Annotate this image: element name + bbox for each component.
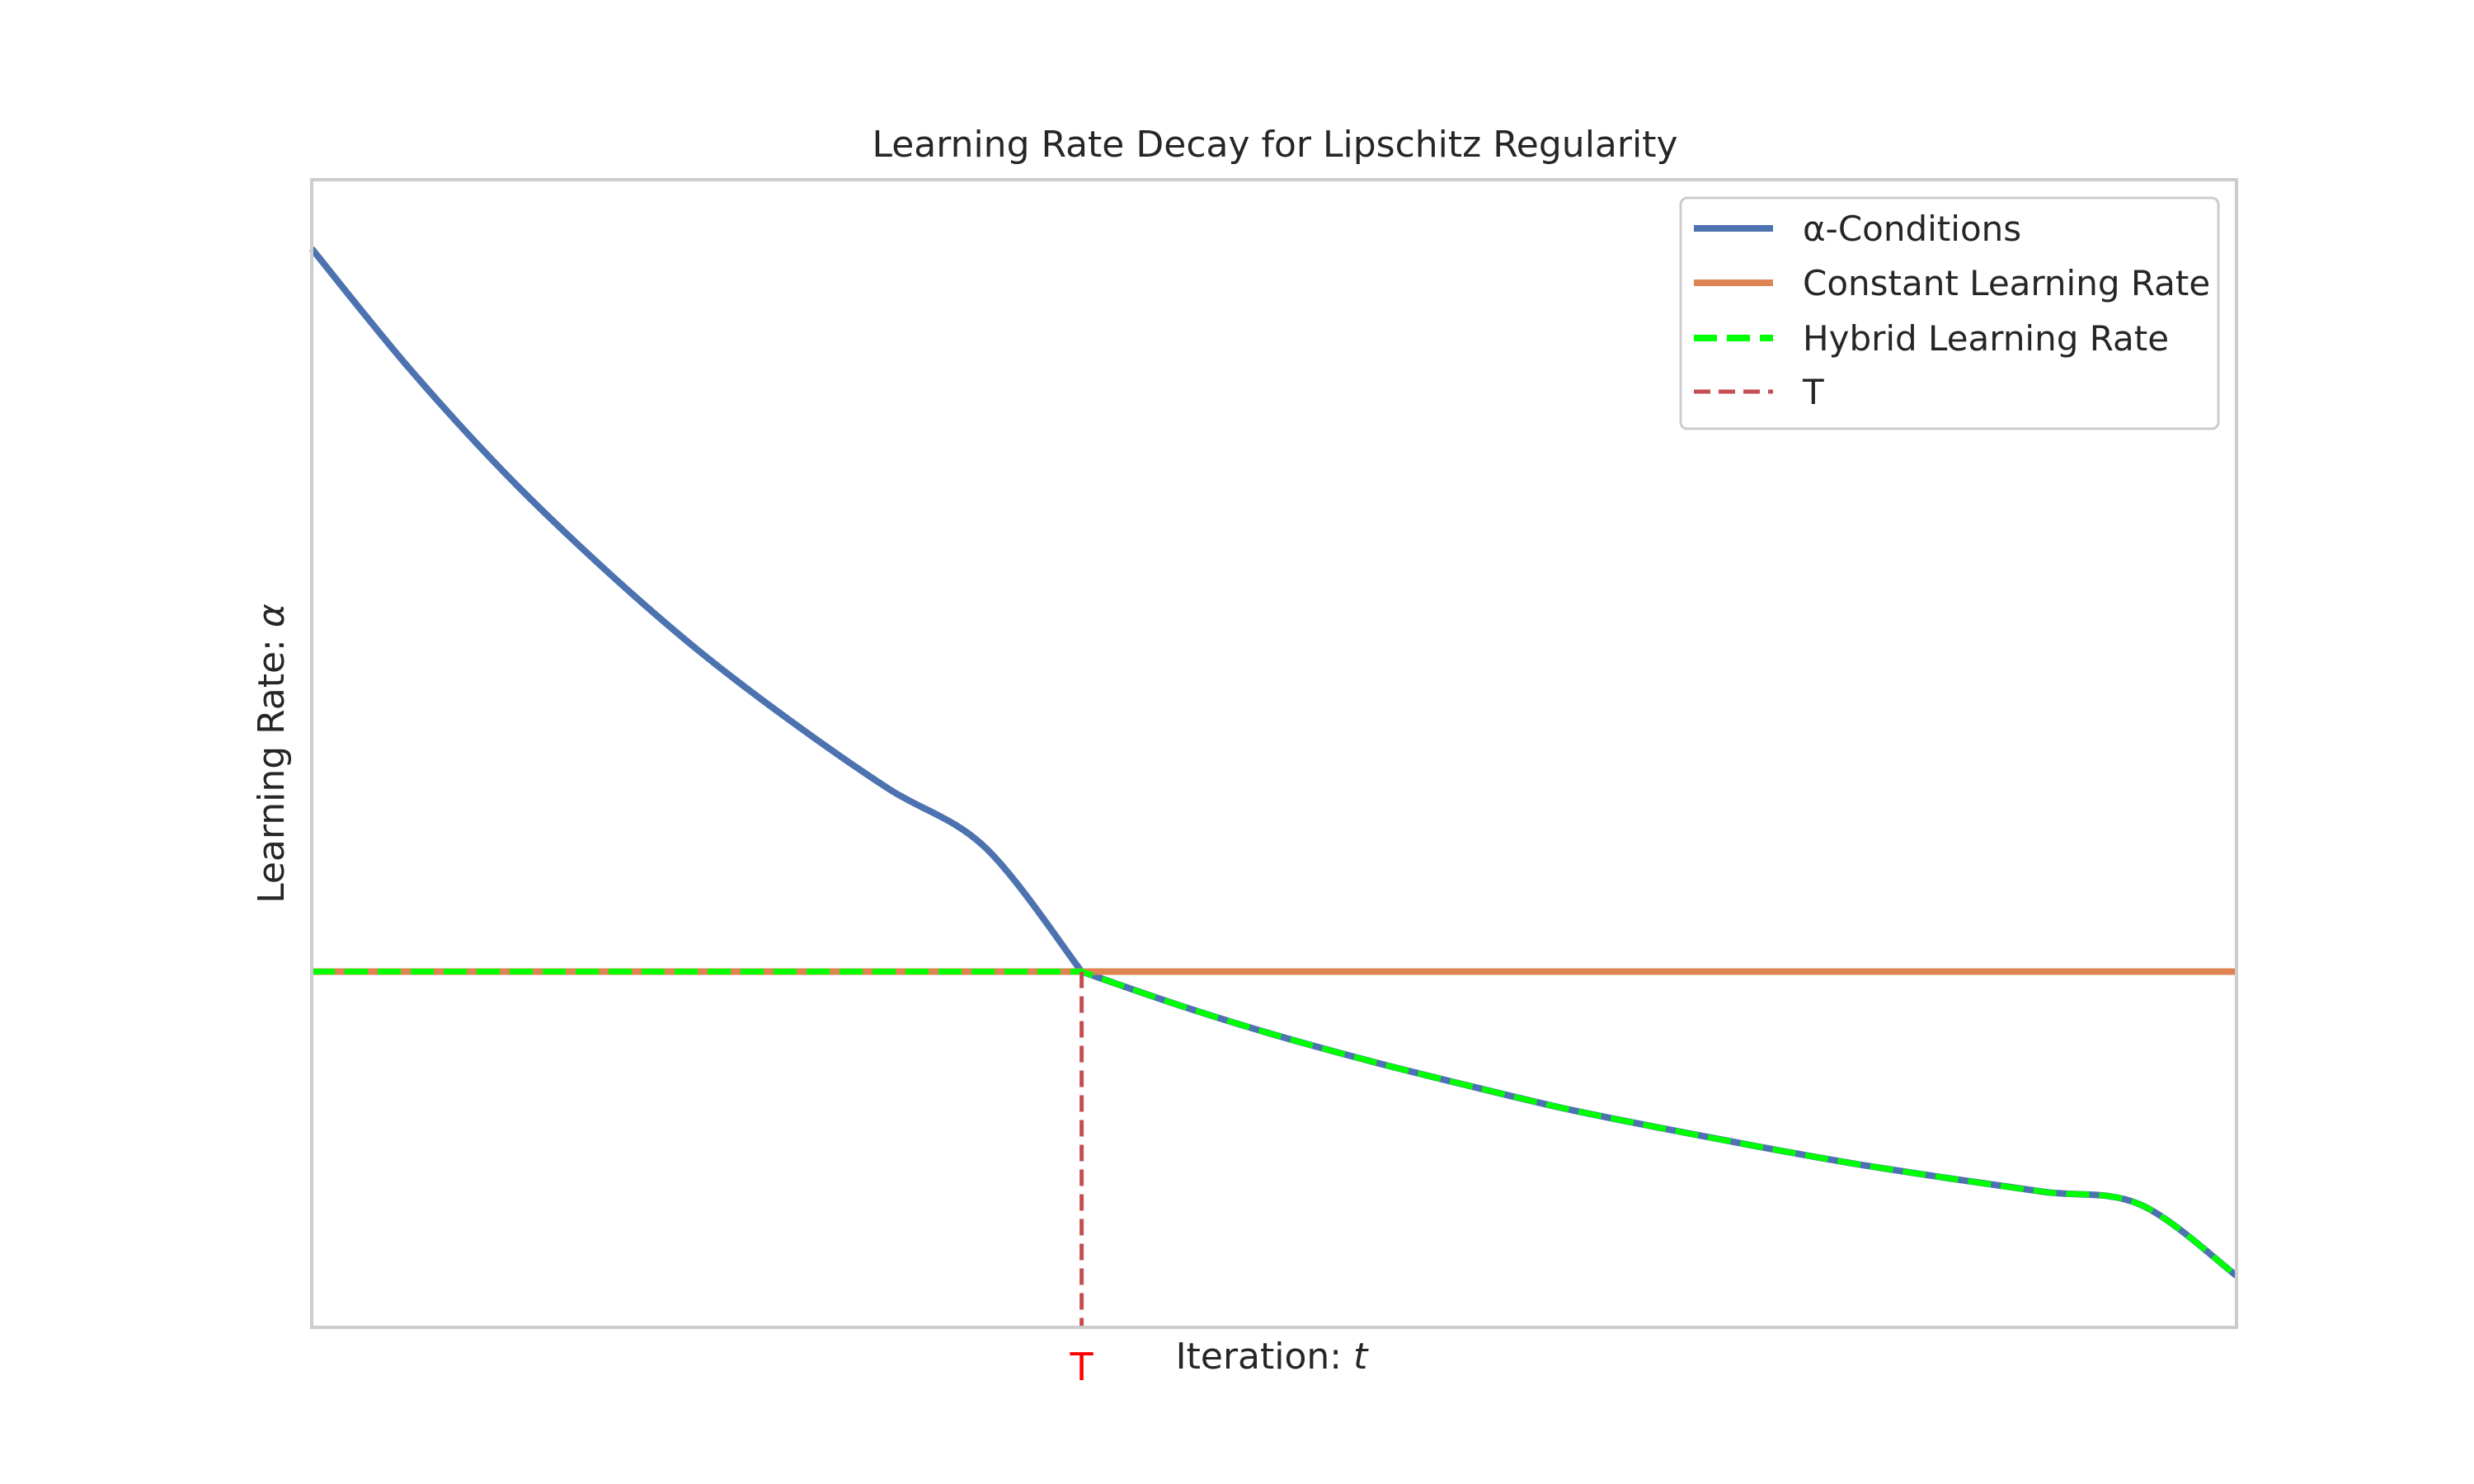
legend: α-Conditions Constant Learning Rate Hybr… (1679, 196, 2220, 430)
chart-title: Learning Rate Decay for Lipschitz Regula… (872, 124, 1677, 166)
legend-label-alpha-conditions: α-Conditions (1803, 209, 2021, 249)
series-hybrid-learning-rate-line (312, 968, 2239, 1279)
plot-frame (310, 178, 2238, 1329)
x-tick-label-T: T (1070, 1345, 1094, 1389)
x-axis-label: Iteration: t (1176, 1336, 1369, 1378)
legend-label-hybrid-learning-rate: Hybrid Learning Rate (1803, 318, 2169, 359)
legend-label-T: T (1802, 372, 1824, 412)
plot-area (308, 246, 2239, 1327)
legend-label-constant-learning-rate: Constant Learning Rate (1803, 263, 2210, 303)
y-axis-label: Learning Rate: α (251, 603, 293, 904)
legend-box (1679, 196, 2220, 430)
